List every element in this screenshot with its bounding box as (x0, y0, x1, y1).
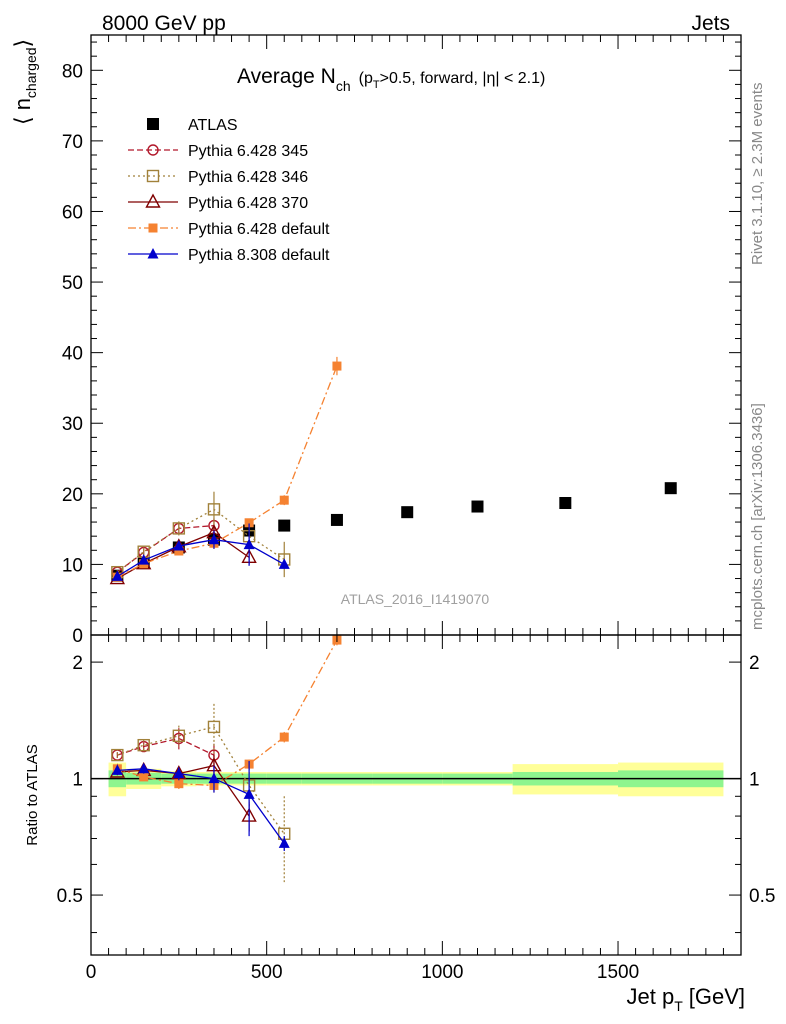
ratio-point (278, 837, 290, 848)
main-y-tick-label: 50 (62, 273, 83, 294)
ratio-y-tick-label-right: 0.5 (749, 886, 775, 907)
ratio-point (279, 732, 289, 742)
legend-entry: Pythia 6.428 345 (128, 143, 308, 160)
main-point (174, 546, 184, 556)
x-tick-label: 1000 (421, 962, 463, 983)
main-point (207, 503, 221, 516)
legend-label: Pythia 6.428 default (188, 221, 330, 238)
legend-entry: Pythia 6.428 346 (128, 169, 308, 186)
ratio-y-tick-label: 2 (72, 653, 83, 674)
main-point (332, 361, 342, 371)
ratio-y-tick-label: 0.5 (57, 886, 83, 907)
ratio-point (138, 762, 150, 774)
ratio-point (174, 779, 184, 789)
ratio-y-tick-label-right: 1 (749, 770, 760, 791)
svg-text:⟨ ncharged⟩: ⟨ ncharged⟩ (10, 39, 39, 125)
main-y-tick-label: 10 (62, 555, 83, 576)
main-y-tick-label: 0 (72, 626, 83, 647)
main-point (278, 519, 291, 532)
main-point (173, 540, 185, 551)
ratio-series-line (117, 737, 215, 756)
legend-marker (147, 118, 159, 130)
ratio-plot-area (91, 635, 741, 883)
ratio-y-tick-label: 1 (72, 770, 83, 791)
ratio-series (111, 703, 291, 883)
svg-text:Average Nch(pT>0.5, forward, |: Average Nch (pT>0.5, forward, |η| < 2.1) (237, 65, 545, 94)
ratio-point (208, 772, 220, 784)
main-data-layer (109, 356, 677, 585)
main-point (664, 482, 677, 495)
ratio-point (111, 764, 123, 775)
ratio-point (207, 720, 221, 734)
ratio-ylabel: Ratio to ATLAS (24, 744, 41, 845)
ratio-series-line (117, 639, 338, 787)
main-point (172, 522, 186, 535)
ratio-series (109, 755, 257, 832)
ratio-point (139, 772, 149, 782)
legend: ATLAS Pythia 6.428 345 Pythia 6.428 346 Pyt… (128, 117, 330, 264)
main-point (278, 558, 290, 569)
legend-entry: Pythia 8.308 default (128, 247, 330, 264)
main-y-tick-label: 20 (62, 485, 83, 506)
main-point (401, 506, 414, 519)
main-point (559, 497, 572, 509)
axes-layer: 0 10 20 30 40 50 60 70 80 0 500 1000 1500 0.5 0.5 1 1 2 2 (57, 34, 775, 983)
main-point (208, 533, 220, 545)
main-y-tick-label: 40 (62, 344, 83, 365)
legend-entry: Pythia 6.428 default (128, 221, 330, 238)
legend-marker (145, 193, 161, 208)
x-axis-label: Jet pT [GeV] (626, 984, 745, 1014)
main-y-tick-label: 80 (62, 61, 83, 82)
legend-marker (147, 144, 159, 156)
main-y-tick-label: 30 (62, 414, 83, 435)
legend-label: Pythia 8.308 default (188, 247, 330, 264)
header-right: Jets (691, 12, 730, 35)
ratio-point (243, 788, 255, 799)
rivet-label: Rivet 3.1.10, ≥ 2.3M events (749, 83, 766, 266)
main-series-line (117, 365, 338, 578)
legend-entry: ATLAS (147, 117, 238, 134)
ratio-series-line (117, 768, 285, 844)
legend-entry: Pythia 6.428 370 (128, 193, 308, 212)
ratio-y-tick-label-right: 2 (749, 653, 760, 674)
main-y-tick-label: 60 (62, 202, 83, 223)
main-point (111, 570, 123, 581)
main-series-line (116, 524, 215, 573)
legend-label: ATLAS (188, 117, 238, 134)
main-y-tick-label: 70 (62, 132, 83, 153)
legend-marker (146, 169, 160, 183)
main-series (111, 482, 677, 582)
main-series (111, 523, 290, 581)
legend-marker (147, 248, 159, 259)
analysis-id: ATLAS_2016_I1419070 (341, 591, 490, 607)
mcplots-label: mcplots.cern.ch [arXiv:1306.3436] (749, 403, 766, 630)
legend-label: Pythia 6.428 370 (188, 195, 308, 212)
ratio-series (111, 728, 220, 768)
main-point (330, 513, 343, 526)
ratio-point (137, 738, 150, 752)
main-point (138, 554, 150, 565)
main-point (244, 518, 254, 528)
ratio-point (172, 729, 186, 742)
main-ylabel: ⟨ ncharged⟩ (10, 39, 39, 125)
header-left: 8000 GeV pp (102, 12, 226, 35)
main-point (279, 495, 289, 505)
main-point (471, 500, 484, 513)
x-tick-label: 0 (86, 962, 97, 983)
main-point (243, 538, 255, 550)
legend-label: Pythia 6.428 345 (188, 143, 308, 160)
ratio-series (111, 761, 290, 851)
x-tick-label: 1500 (597, 962, 639, 983)
ratio-frame (90, 634, 742, 956)
svg-text:Jet pT[GeV]: Jet pT [GeV] (626, 984, 745, 1014)
x-tick-label: 500 (251, 962, 283, 983)
ratio-point (173, 767, 185, 779)
ratio-point (111, 748, 124, 762)
chart-title: Average Nch (pT>0.5, forward, |η| < 2.1) (237, 65, 545, 94)
main-series-line (117, 531, 250, 580)
legend-label: Pythia 6.428 346 (188, 169, 308, 186)
legend-marker (148, 223, 158, 233)
main-series (111, 518, 220, 578)
